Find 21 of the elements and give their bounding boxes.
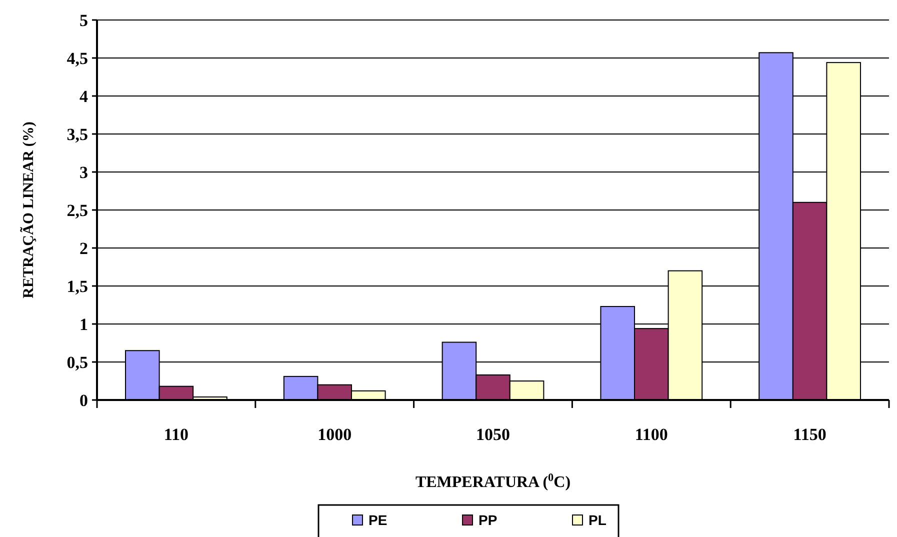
x-tick-label: 110 xyxy=(164,425,188,444)
x-tick-label: 1100 xyxy=(634,425,668,444)
y-tick-label: 4,5 xyxy=(66,48,88,68)
legend-label: PE xyxy=(368,512,388,528)
y-tick-label: 3,5 xyxy=(66,124,88,144)
y-tick-label: 0,5 xyxy=(66,352,88,372)
y-tick-label: 0 xyxy=(80,390,88,410)
x-tick-label: 1000 xyxy=(318,425,352,444)
y-tick-label: 5 xyxy=(80,10,88,30)
y-tick-label: 1 xyxy=(80,314,88,334)
y-axis-title: RETRAÇÃO LINEAR (%) xyxy=(20,122,37,298)
x-axis-title: TEMPERATURA ($^{0}$C) xyxy=(415,472,571,491)
y-tick-label: 3 xyxy=(80,162,88,182)
legend-label: PP xyxy=(478,512,498,528)
y-tick-label: 1,5 xyxy=(66,276,88,296)
y-tick-label: 4 xyxy=(80,86,88,106)
x-tick-label: 1150 xyxy=(793,425,826,444)
legend-label: PL xyxy=(588,512,607,528)
y-tick-label: 2 xyxy=(80,238,88,258)
x-tick-label: 1050 xyxy=(476,425,510,444)
y-tick-label: 2,5 xyxy=(66,200,88,220)
